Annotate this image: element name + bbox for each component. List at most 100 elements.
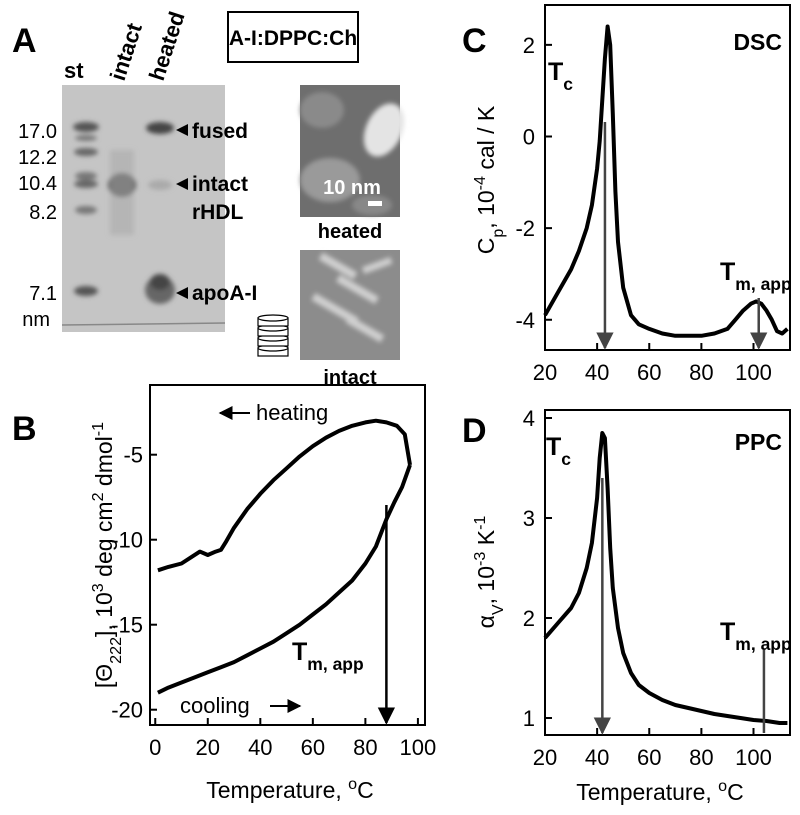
band-label: apoA-I — [192, 282, 257, 305]
text-part: -1 — [471, 516, 489, 530]
size-label: 7.1 — [29, 283, 57, 305]
text-part: -3 — [471, 552, 489, 566]
panel-label: B — [12, 410, 37, 448]
text-part: c — [563, 74, 573, 94]
x-axis-label: Temperature, oC — [576, 777, 743, 805]
y-axis-label: αV, 10-3 K-1 — [471, 516, 507, 629]
series-label: cooling — [180, 693, 250, 718]
text-part: m, app — [735, 634, 791, 654]
micrograph-label: intact — [323, 367, 377, 389]
x-tick-label: 40 — [248, 735, 272, 760]
y-axis-label: Cp, 10-4 cal / K — [471, 105, 507, 254]
text-part: 3 — [89, 583, 107, 592]
text-part: T — [546, 433, 561, 461]
y-tick-label: 2 — [523, 606, 535, 631]
y-tick-label: -4 — [515, 308, 535, 333]
text-part: V — [489, 604, 507, 615]
text-part: 2 — [89, 492, 107, 501]
panel-label: D — [462, 412, 487, 450]
text-part: ], 10 — [91, 592, 117, 637]
x-tick-label: 40 — [585, 360, 609, 385]
y-tick-label: -20 — [111, 698, 143, 723]
band-label: fused — [192, 120, 248, 143]
text-part: C — [473, 238, 499, 255]
x-tick-label: 60 — [637, 745, 661, 770]
marker-label: Tm, app — [292, 638, 364, 674]
text-part: m, app — [735, 274, 791, 294]
size-labels: 17.0 12.2 10.4 8.2 7.1 nm — [18, 121, 57, 331]
text-part: cal / K — [473, 105, 499, 176]
x-axis-label: Temperature, oC — [206, 775, 373, 803]
text-part: T — [720, 258, 735, 286]
micrograph-intact — [300, 250, 400, 360]
x-tick-label: 40 — [585, 745, 609, 770]
composition: A-I:DPPC:Ch — [229, 27, 357, 50]
text-part: T — [292, 638, 307, 666]
scale-bar-label: 10 nm — [323, 177, 381, 199]
lane-label: intact — [105, 19, 147, 83]
y-tick-label: -10 — [111, 528, 143, 553]
micrograph-label: heated — [318, 221, 382, 243]
text-part: [Θ — [91, 664, 117, 688]
gel — [61, 85, 226, 332]
y-tick-label: -5 — [123, 443, 143, 468]
text-part: -1 — [89, 422, 107, 436]
text-part: T — [720, 618, 735, 646]
x-tick-label: 80 — [353, 735, 377, 760]
text-part: α — [473, 615, 499, 628]
x-tick-label: 100 — [735, 745, 772, 770]
x-tick-label: 0 — [149, 735, 161, 760]
x-tick-label: 20 — [533, 360, 557, 385]
gel-edge — [61, 322, 226, 326]
y-tick-label: 0 — [523, 124, 535, 149]
marker-label: Tc — [546, 433, 571, 469]
text-part: Temperature, — [206, 777, 348, 803]
marker-label: Tm, app — [720, 258, 792, 294]
y-tick-label: 3 — [523, 506, 535, 531]
y-tick-label: 4 — [523, 406, 535, 431]
lane-label: st — [64, 58, 84, 83]
band-label: intact — [192, 173, 248, 196]
text-part: o — [718, 777, 727, 795]
panel-label: C — [462, 22, 487, 60]
text-part: dmol — [91, 436, 117, 492]
plot-frame — [544, 4, 791, 351]
text-part: -4 — [471, 176, 489, 190]
text-part: deg cm — [91, 501, 117, 583]
y-tick-label: -2 — [515, 216, 535, 241]
text-part: , 10 — [473, 566, 499, 604]
x-tick-label: 80 — [689, 745, 713, 770]
text-part: C — [727, 779, 744, 805]
band-labels: fused intact rHDL apoA-I — [192, 120, 257, 305]
lane-label: heated — [144, 8, 190, 83]
x-tick-label: 80 — [689, 360, 713, 385]
plot-frame — [149, 384, 426, 726]
size-label: 12.2 — [18, 147, 57, 169]
text-part: , 10 — [473, 190, 499, 228]
marker-label: Tm, app — [720, 618, 792, 654]
text-part: C — [357, 777, 374, 803]
size-label: 8.2 — [29, 202, 57, 224]
x-tick-label: 20 — [533, 745, 557, 770]
x-tick-label: 60 — [301, 735, 325, 760]
data-line — [157, 464, 412, 695]
marker-label: Tc — [548, 58, 573, 94]
size-unit: nm — [22, 309, 50, 331]
text-part: c — [561, 449, 571, 469]
data-line — [543, 431, 788, 725]
x-tick-label: 60 — [637, 360, 661, 385]
x-tick-label: 100 — [735, 360, 772, 385]
chart-title: PPC — [735, 429, 782, 455]
x-tick-label: 100 — [400, 735, 437, 760]
y-tick-label: -15 — [111, 613, 143, 638]
band-label: rHDL — [192, 201, 244, 224]
size-label: 17.0 — [18, 121, 57, 143]
text-part: p — [489, 229, 507, 238]
text-part: 222 — [107, 637, 125, 664]
series-label: heating — [256, 400, 328, 425]
text-part: K — [473, 529, 499, 551]
text-part: T — [548, 58, 563, 86]
gel-bands — [73, 122, 175, 304]
